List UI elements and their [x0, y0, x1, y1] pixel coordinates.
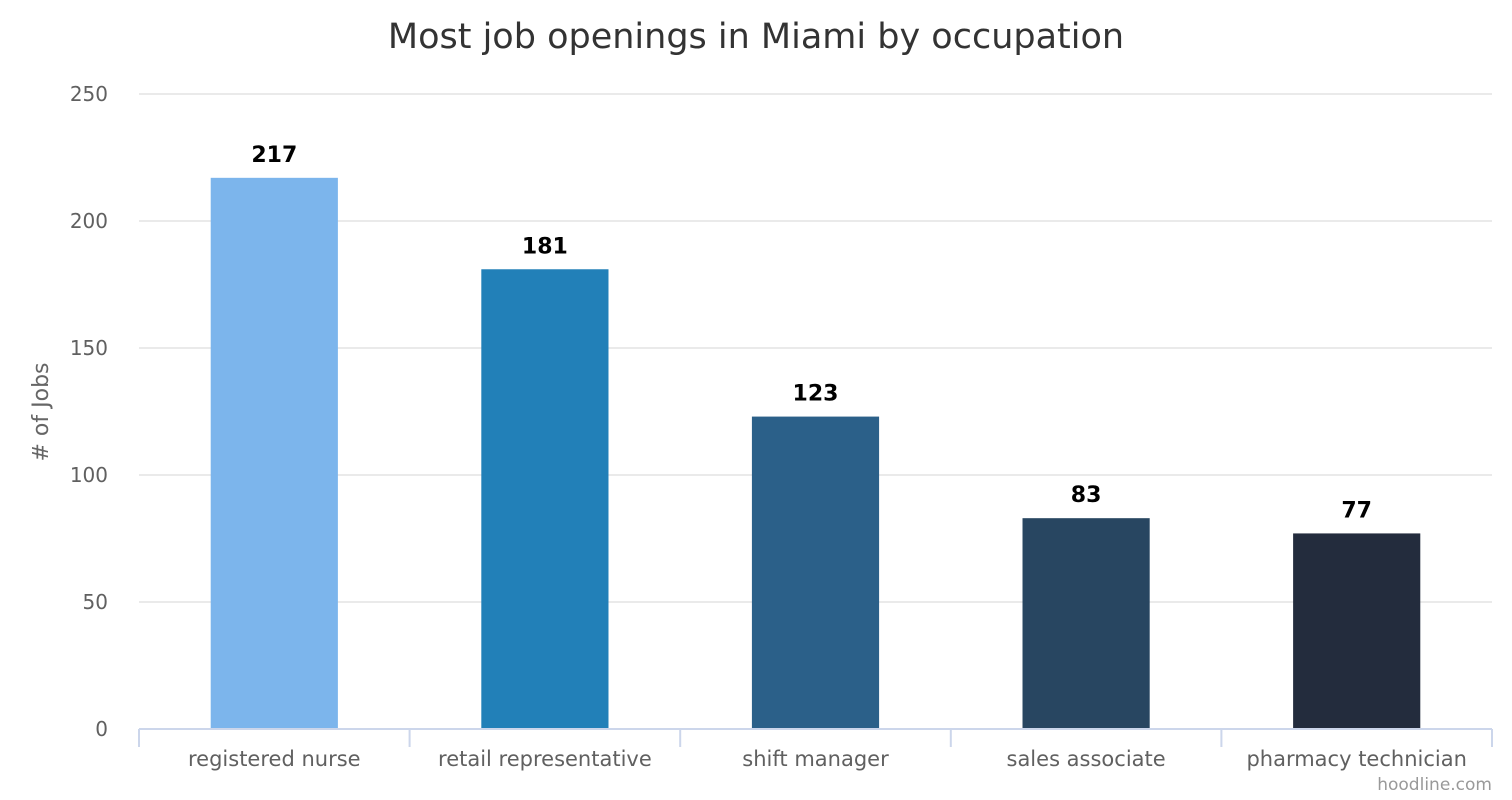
credit-text[interactable]: hoodline.com	[1377, 775, 1492, 795]
gridlines	[139, 93, 1492, 603]
chart-title: Most job openings in Miami by occupation	[388, 17, 1124, 57]
data-labels: 217 181 123 83 77	[251, 143, 1372, 524]
bars	[210, 177, 1421, 729]
bar[interactable]	[210, 177, 338, 729]
y-tick-label: 0	[95, 717, 108, 741]
y-axis-ticks: 0 50 100 150 200 250	[70, 82, 108, 741]
y-tick-label: 250	[70, 82, 108, 106]
y-tick-label: 150	[70, 336, 108, 360]
x-axis-ticks: registered nurse retail representative shi…	[188, 747, 1467, 771]
x-axis	[138, 728, 1493, 747]
data-label: 217	[251, 143, 297, 168]
bar[interactable]	[1022, 518, 1150, 729]
bar[interactable]	[1293, 533, 1421, 729]
bar[interactable]	[481, 269, 609, 729]
data-label: 77	[1341, 498, 1372, 523]
x-tick-label: retail representative	[438, 747, 652, 771]
y-tick-label: 50	[83, 590, 108, 614]
y-axis-label: # of Jobs	[29, 363, 54, 462]
data-label: 83	[1071, 483, 1102, 508]
data-label: 123	[793, 382, 839, 407]
x-tick-label: sales associate	[1007, 747, 1166, 771]
x-tick-label: pharmacy technician	[1246, 747, 1466, 771]
data-label: 181	[522, 234, 568, 259]
x-tick-label: registered nurse	[188, 747, 361, 771]
y-tick-label: 100	[70, 463, 108, 487]
y-tick-label: 200	[70, 209, 108, 233]
bar[interactable]	[751, 416, 880, 729]
x-tick-label: shift manager	[742, 747, 889, 771]
